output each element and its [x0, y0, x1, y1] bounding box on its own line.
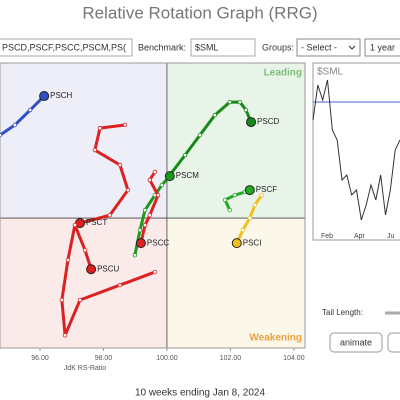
head-point	[231, 238, 242, 249]
series-label: PSCT	[86, 218, 107, 227]
tail-point	[237, 99, 243, 105]
quadrant-leading	[166, 63, 305, 219]
x-tick-label: 98.00	[95, 355, 113, 362]
tail-point	[107, 212, 113, 218]
tail-length-label: Tail Length:	[322, 308, 363, 317]
tail-point	[147, 177, 153, 183]
month-label: Apr	[354, 233, 366, 240]
tail-point	[247, 215, 252, 221]
tail-point	[212, 112, 218, 118]
period-text: 1 year	[370, 42, 395, 52]
groups-text: - Select -	[301, 42, 337, 52]
tail-point	[122, 122, 128, 128]
tail-point	[27, 107, 33, 113]
tail-point	[82, 247, 88, 253]
tail-point	[125, 187, 131, 193]
plot-frame	[0, 62, 306, 349]
x-axis-label: JdK RS-Ratio	[64, 365, 107, 372]
series-label: PSCU	[97, 264, 119, 273]
tail-point	[227, 207, 232, 213]
tail-point	[62, 333, 68, 338]
tail-point	[117, 282, 123, 288]
price-line	[312, 79, 400, 221]
quadrant-label: Leading	[264, 68, 302, 79]
head-point	[39, 91, 50, 102]
tail-point	[65, 257, 71, 263]
tail-point	[159, 182, 165, 188]
groups-label: Groups:	[262, 42, 294, 52]
benchmark-label: Benchmark:	[138, 42, 186, 52]
head-point	[86, 264, 97, 275]
tail-point	[152, 269, 158, 275]
month-label: Feb	[321, 233, 333, 240]
x-tick-label: 96.00	[31, 355, 49, 362]
period-select[interactable]	[364, 38, 400, 57]
series-label: PSCF	[256, 185, 277, 194]
head-point	[164, 171, 175, 182]
tail-point	[97, 125, 103, 131]
tail-line	[0, 94, 46, 137]
x-tick-label: 104.00	[283, 355, 305, 362]
mini-chart-frame	[312, 62, 400, 241]
rrg-plot: Leading Weakening 96.00 98.00 100.00 102.00 10…	[0, 62, 306, 362]
quadrant-weakening	[166, 218, 305, 348]
tail-point	[142, 222, 148, 228]
symbols-input[interactable]	[0, 38, 133, 57]
tail-point	[72, 222, 78, 228]
head-point	[244, 185, 255, 196]
benchmark-text: $SML	[195, 42, 219, 52]
tail-point	[252, 202, 258, 208]
tail-point	[222, 197, 228, 203]
head-point	[135, 238, 146, 249]
mini-chart: Feb Apr Ju	[312, 79, 400, 240]
series-label: PSCD	[257, 117, 279, 126]
benchmark-input[interactable]	[190, 38, 256, 57]
select-arrow	[348, 45, 356, 50]
tail-point	[59, 297, 65, 303]
tail-point	[132, 253, 138, 258]
animate-text: animate	[340, 337, 372, 347]
groups-select[interactable]	[296, 38, 361, 57]
page-title: Relative Rotation Graph (RRG)	[82, 3, 317, 22]
tail-point	[155, 192, 161, 198]
mini-chart-title: $SML	[317, 67, 344, 78]
tail-point	[12, 122, 18, 128]
x-tick-label: 102.00	[220, 355, 242, 362]
quadrant-improving	[0, 63, 167, 219]
quadrant-label: Weakening	[249, 333, 302, 344]
footer-text: 10 weeks ending Jan 8, 2024	[135, 388, 266, 399]
head-point	[246, 117, 257, 128]
tail-point	[147, 212, 153, 218]
series-label: PSCI	[243, 238, 262, 247]
tail-point	[117, 162, 123, 168]
tail-point	[92, 147, 98, 153]
tail-point	[243, 107, 249, 113]
tail-point	[77, 297, 83, 303]
series-label: PSCH	[50, 91, 72, 100]
month-label: Ju	[387, 233, 395, 240]
tail-point	[197, 132, 203, 138]
tail-point	[232, 192, 238, 198]
tail-point	[137, 227, 143, 233]
second-button[interactable]	[387, 332, 400, 353]
x-tick-label: 100.00	[156, 355, 178, 362]
series-label: PSCC	[147, 238, 169, 247]
symbols-text: PSCD,PSCF,PSCC,PSCM,PS(	[2, 42, 126, 52]
tail-point	[0, 132, 3, 138]
tail-point	[259, 192, 265, 198]
tail-point	[227, 99, 232, 105]
series-label: PSCM	[176, 171, 199, 180]
tail-point	[142, 207, 148, 213]
animate-button[interactable]	[329, 332, 383, 353]
tail-point	[182, 152, 188, 158]
tail-point	[152, 169, 158, 175]
tail-point	[240, 227, 245, 233]
